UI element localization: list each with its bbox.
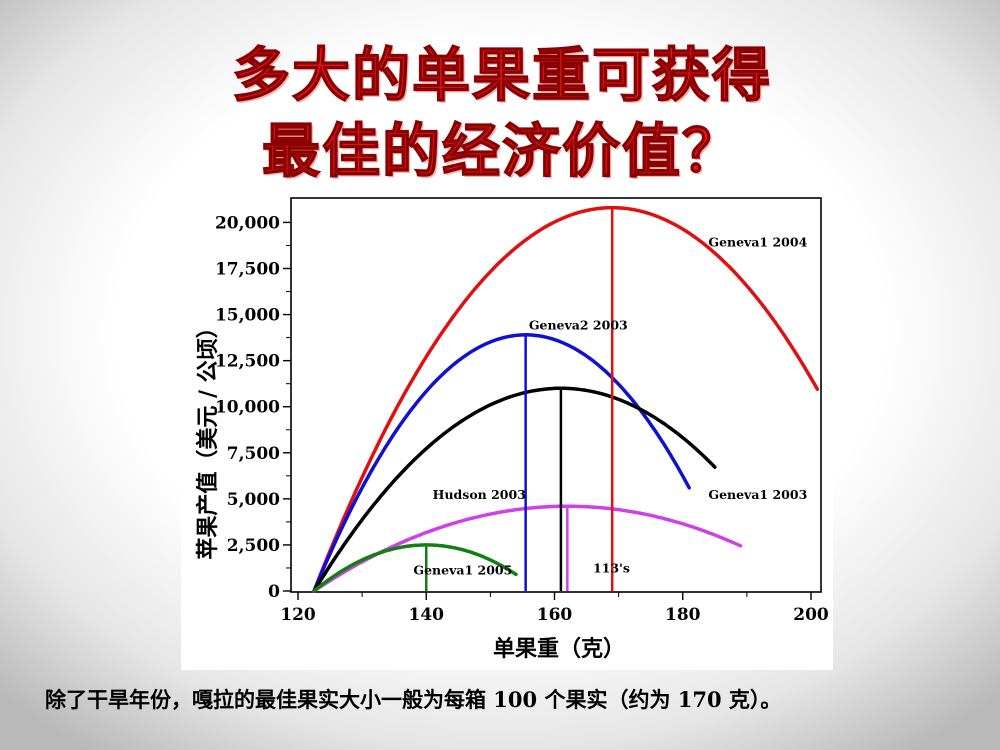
slide-title-line1: 多大的单果重可获得 [231, 40, 773, 110]
series-label: Geneva1 2004 [708, 234, 807, 249]
series-curve [312, 205, 820, 593]
x-axis-label: 单果重（克） [493, 636, 625, 662]
y-tick-label: 0 [268, 582, 280, 602]
y-axis-label: 苹果产值（美元 / 公顷） [195, 316, 221, 559]
y-tick-label: 15,000 [215, 306, 280, 326]
chart-panel: 0 2,500 5,000 7,500 10,000 12,500 15,000 17,500… [181, 180, 833, 670]
y-tick-label: 10,000 [215, 398, 280, 418]
y-tick-label: 7,500 [227, 444, 280, 464]
x-tick-label: 140 [409, 605, 445, 625]
slide-caption: 除了干旱年份，嘎拉的最佳果实大小一般为每箱 100 个果实（约为 170 克）。 [45, 687, 782, 712]
series-curve [312, 333, 691, 593]
y-tick-label: 17,500 [215, 260, 280, 280]
y-tick-label: 12,500 [215, 352, 280, 372]
series-label: Geneva1 2005 [413, 562, 512, 577]
series-curve [312, 543, 518, 593]
y-tick-label: 2,500 [227, 536, 280, 556]
x-tick-label: 200 [793, 605, 829, 625]
fruit-value-chart: 0 2,500 5,000 7,500 10,000 12,500 15,000 17,500… [195, 197, 829, 662]
series-label: Geneva1 2003 [708, 487, 807, 502]
slide-title-line2: 最佳的经济价值？ [261, 116, 743, 186]
x-tick-label: 160 [537, 605, 573, 625]
plot-frame [290, 197, 822, 593]
y-tick-label: 5,000 [227, 490, 280, 510]
y-tick-label: 20,000 [215, 213, 280, 233]
series-curve [312, 386, 717, 593]
series-label: Geneva2 2003 [529, 317, 628, 332]
series-label: Hudson 2003 [433, 487, 526, 502]
x-tick-label: 180 [665, 605, 701, 625]
x-tick-label: 120 [280, 605, 316, 625]
series-label: 113's [593, 561, 630, 576]
series-curve [312, 504, 743, 593]
